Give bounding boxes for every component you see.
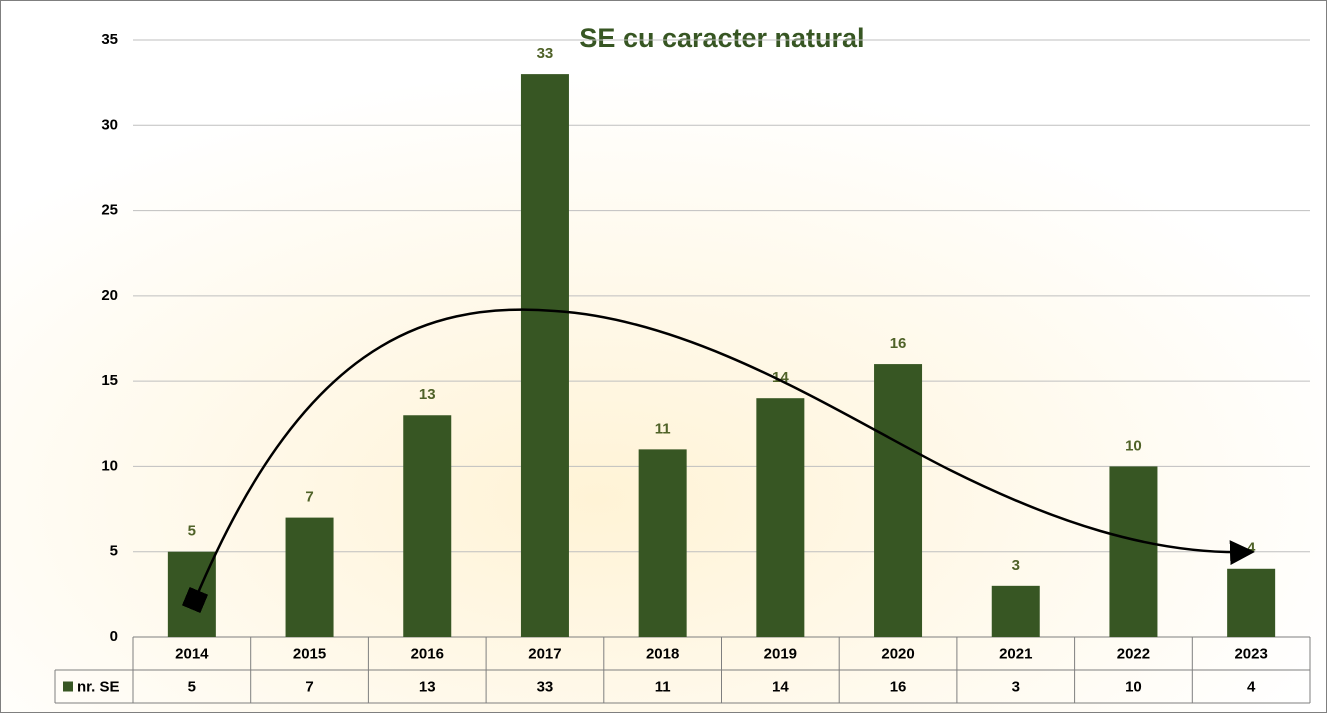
table-value: 14 bbox=[772, 678, 789, 695]
x-tick-label: 2016 bbox=[411, 645, 444, 662]
trend-arrow bbox=[181, 308, 1255, 614]
y-tick-label: 35 bbox=[101, 31, 118, 48]
bar bbox=[167, 551, 216, 637]
table-value: 10 bbox=[1125, 678, 1142, 695]
bar bbox=[756, 398, 805, 637]
data-label: 11 bbox=[655, 420, 671, 437]
x-tick-label: 2020 bbox=[881, 645, 914, 662]
table-value: 3 bbox=[1012, 678, 1020, 695]
chart-title: SE cu caracter natural bbox=[579, 23, 864, 53]
table-value: 7 bbox=[305, 678, 313, 695]
x-tick-label: 2017 bbox=[528, 645, 561, 662]
table-value: 16 bbox=[890, 678, 907, 695]
bar bbox=[520, 74, 569, 638]
bar bbox=[1109, 466, 1158, 637]
bar bbox=[403, 415, 452, 637]
x-tick-label: 2022 bbox=[1117, 645, 1150, 662]
data-label: 13 bbox=[419, 386, 436, 403]
data-label: 3 bbox=[1012, 557, 1020, 574]
x-tick-label: 2018 bbox=[646, 645, 679, 662]
table-value: 33 bbox=[537, 678, 554, 695]
y-tick-label: 10 bbox=[101, 457, 118, 474]
table-value: 11 bbox=[655, 678, 671, 695]
table-value: 13 bbox=[419, 678, 436, 695]
x-tick-label: 2015 bbox=[293, 645, 326, 662]
bar bbox=[1227, 568, 1276, 637]
data-label: 10 bbox=[1125, 437, 1142, 454]
table-value: 4 bbox=[1247, 678, 1256, 695]
y-tick-label: 0 bbox=[110, 628, 118, 645]
y-tick-label: 5 bbox=[110, 543, 118, 560]
data-label: 33 bbox=[537, 45, 554, 62]
x-tick-label: 2014 bbox=[175, 645, 209, 662]
bar bbox=[874, 364, 923, 637]
y-tick-label: 20 bbox=[101, 287, 118, 304]
legend-swatch bbox=[63, 681, 73, 692]
bar bbox=[638, 449, 687, 637]
bar bbox=[285, 517, 334, 637]
x-tick-label: 2023 bbox=[1234, 645, 1267, 662]
y-tick-label: 30 bbox=[101, 116, 118, 133]
y-tick-label: 25 bbox=[101, 202, 118, 219]
data-label: 4 bbox=[1247, 540, 1256, 557]
data-label: 7 bbox=[305, 489, 313, 506]
data-label: 16 bbox=[890, 335, 907, 352]
bar bbox=[991, 585, 1040, 637]
data-label: 5 bbox=[188, 523, 196, 540]
table-value: 5 bbox=[188, 678, 196, 695]
legend-label: nr. SE bbox=[77, 678, 120, 695]
x-tick-label: 2021 bbox=[999, 645, 1032, 662]
x-tick-label: 2019 bbox=[764, 645, 797, 662]
y-tick-label: 15 bbox=[101, 372, 118, 389]
